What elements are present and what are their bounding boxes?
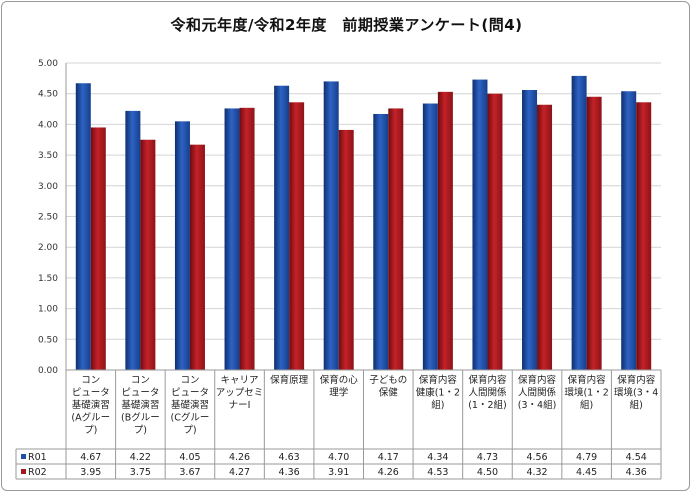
data-value-r02: 4.26 [378,467,399,478]
y-tick-label: 2.50 [38,213,58,223]
data-value-r02: 3.91 [328,467,349,478]
data-value-r02: 4.45 [576,467,597,478]
y-tick-label: 3.00 [38,182,58,192]
bar-r01-10 [522,90,538,371]
legend-key-r02 [21,469,26,474]
x-category-label: 保育内容健康(1・2 組) [416,374,460,411]
bar-r01-9 [472,79,488,370]
x-category-label: 保育原理 [270,374,309,386]
bar-r01-2 [125,110,141,370]
bar-r01-3 [174,121,190,370]
chart-title: 令和元年度/令和2年度 前期授業アンケート(問4) [170,16,523,34]
bar-r01-8 [422,103,438,371]
bar-r02-9 [487,93,503,370]
data-value-r01: 4.79 [576,452,597,463]
data-value-r01: 4.70 [328,452,349,463]
data-value-r01: 4.56 [526,452,547,463]
y-tick-label: 0.00 [38,366,58,376]
bar-r02-8 [437,91,453,370]
data-value-r02: 4.36 [279,467,300,478]
y-tick-label: 4.00 [38,120,58,130]
data-value-r01: 4.54 [626,452,647,463]
data-value-r02: 4.36 [626,467,647,478]
y-tick-label: 2.00 [38,243,58,253]
data-value-r01: 4.26 [229,452,250,463]
x-category-label: 保育の心理学 [320,374,359,399]
data-value-r01: 4.67 [80,452,101,463]
bar-r02-2 [140,139,156,370]
data-value-r02: 4.50 [477,467,498,478]
bar-r01-12 [621,91,637,370]
x-category-label: 保育内容環境(3・4 組) [614,374,658,411]
bar-r01-1 [75,83,91,371]
y-tick-label: 1.00 [38,305,58,315]
x-category-label: 保育内容環境(1・2 組) [564,374,608,411]
data-value-r02: 4.27 [229,467,250,478]
data-value-r02: 3.75 [130,467,151,478]
x-category-label: 保育内容人間関係(1・2組) [468,374,507,411]
bar-r02-12 [636,102,652,371]
data-value-r02: 4.53 [427,467,448,478]
x-category-label: コンピュータ基礎演習(Bグループ) [121,375,160,436]
x-category-label: コンピュータ基礎演習(Cグループ) [171,375,210,436]
bar-r01-11 [571,75,587,371]
bar-r02-11 [586,96,602,371]
legend-label-r02: R02 [28,467,47,478]
bar-r01-5 [274,85,290,370]
bar-r01-7 [373,113,389,370]
x-category-label: キャリアアップセミナーⅠ [216,375,264,411]
y-tick-label: 4.50 [38,90,58,100]
bar-r02-10 [537,104,553,370]
legend-key-r01 [21,454,26,459]
x-category-label: 子どもの保健 [369,375,407,399]
bar-r01-4 [224,108,240,370]
bar-r02-5 [289,102,305,371]
x-category-label: 保育内容人間関係(3・4組) [518,374,557,411]
y-tick-label: 5.00 [38,59,58,69]
data-value-r01: 4.34 [427,452,448,463]
bar-r02-1 [90,127,106,370]
data-value-r02: 3.95 [80,467,101,478]
data-value-r01: 4.22 [130,452,151,463]
data-value-r01: 4.63 [279,452,300,463]
bar-r01-6 [323,81,339,371]
bar-r02-7 [388,108,404,370]
data-value-r02: 4.32 [526,467,547,478]
bar-r02-3 [189,144,205,370]
legend-label-r01: R01 [28,452,47,463]
bar-r02-4 [239,107,255,371]
x-category-label: コンピュータ基礎演習(Aグループ) [71,375,110,436]
data-value-r01: 4.17 [378,452,399,463]
data-value-r02: 3.67 [179,467,200,478]
y-tick-label: 0.50 [38,335,58,345]
bar-r02-6 [338,129,354,370]
y-tick-label: 3.50 [38,151,58,161]
data-value-r01: 4.05 [179,452,200,463]
data-value-r01: 4.73 [477,452,498,463]
y-tick-label: 1.50 [38,274,58,284]
